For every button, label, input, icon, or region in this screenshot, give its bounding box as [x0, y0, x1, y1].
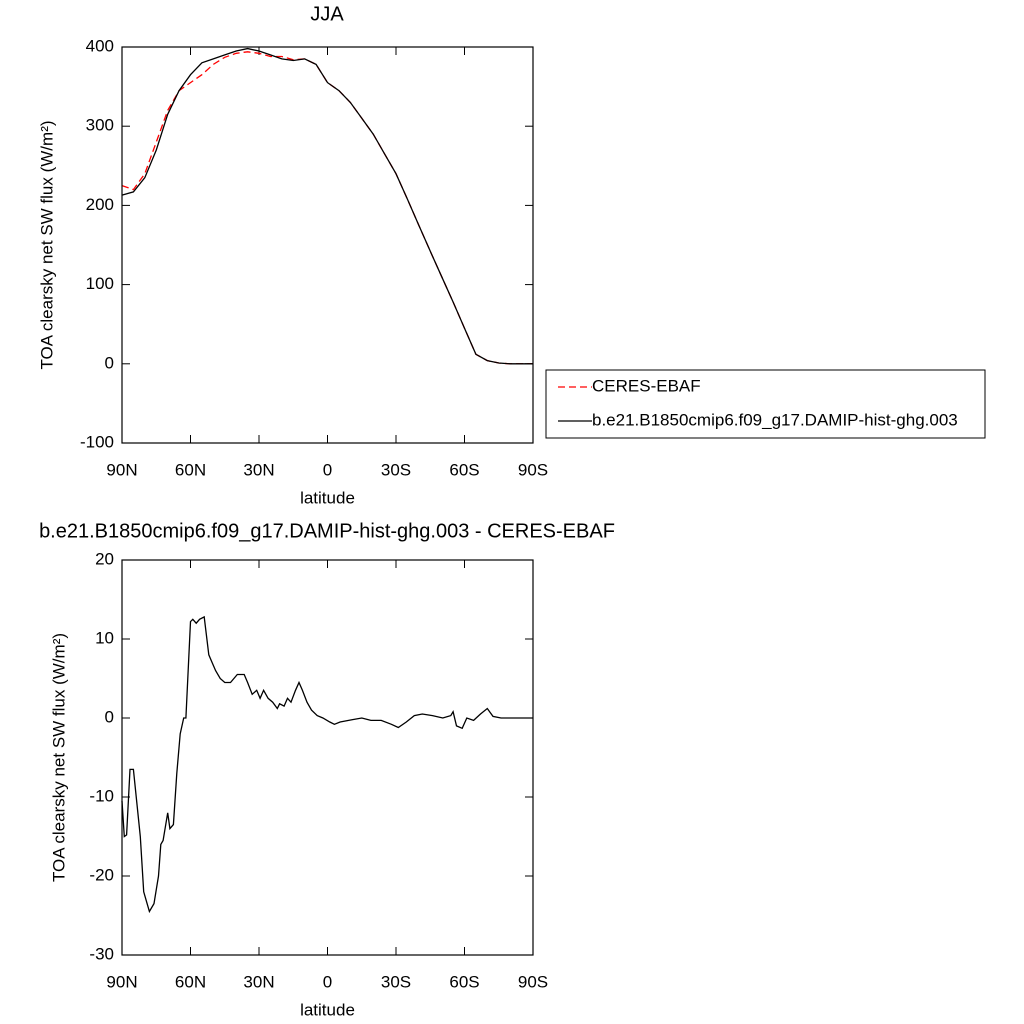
y-tick-label: 200 [86, 195, 114, 214]
x-tick-label: 30N [243, 972, 274, 991]
legend-label: b.e21.B1850cmip6.f09_g17.DAMIP-hist-ghg.… [592, 410, 958, 429]
y-tick-label: -30 [89, 944, 114, 963]
y-tick-label: -100 [80, 432, 114, 451]
legend-label: CERES-EBAF [592, 376, 701, 395]
y-tick-label: -20 [89, 865, 114, 884]
x-tick-label: 0 [323, 460, 332, 479]
y-tick-label: 0 [105, 353, 114, 372]
data-line [121, 51, 533, 365]
x-tick-label: 60N [175, 460, 206, 479]
y-tick-label: 400 [86, 36, 114, 55]
x-tick-label: 30S [381, 460, 411, 479]
x-tick-label: 90N [106, 972, 137, 991]
x-axis-label: latitude [300, 488, 355, 507]
x-tick-label: 60S [449, 460, 479, 479]
x-tick-label: 30N [243, 460, 274, 479]
plot-frame [121, 46, 534, 444]
y-axis-label: TOA clearsky net SW flux (W/m²) [37, 120, 56, 369]
x-tick-label: 30S [381, 972, 411, 991]
chart-title: b.e21.B1850cmip6.f09_g17.DAMIP-hist-ghg.… [39, 520, 615, 542]
y-tick-label: 20 [95, 549, 114, 568]
data-line [121, 615, 533, 914]
x-tick-label: 60N [175, 972, 206, 991]
y-axis-label: TOA clearsky net SW flux (W/m²) [49, 633, 68, 882]
x-axis-label: latitude [300, 1000, 355, 1019]
chart-title: JJA [310, 3, 344, 25]
x-tick-label: 90N [106, 460, 137, 479]
y-tick-label: 10 [95, 628, 114, 647]
legend-box [545, 369, 986, 439]
plot-frame [121, 559, 534, 956]
y-tick-label: 300 [86, 116, 114, 135]
x-tick-label: 60S [449, 972, 479, 991]
x-tick-label: 90S [518, 460, 548, 479]
y-tick-label: 0 [105, 707, 114, 726]
x-tick-label: 90S [518, 972, 548, 991]
x-tick-label: 0 [323, 972, 332, 991]
data-line [121, 47, 533, 365]
y-tick-label: 100 [86, 274, 114, 293]
y-tick-label: -10 [89, 786, 114, 805]
